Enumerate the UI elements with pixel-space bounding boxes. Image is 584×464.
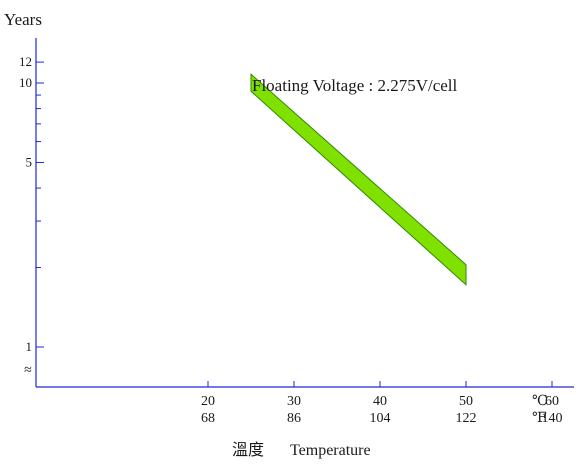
y-axis-label: Years — [4, 10, 42, 29]
fahrenheit-unit-label: ℉ — [532, 411, 547, 426]
life-expectancy-band — [250, 73, 467, 286]
floating-voltage-annotation: Floating Voltage : 2.275V/cell — [252, 76, 458, 95]
x-tick-label-celsius: 60 — [545, 394, 559, 409]
x-tick-label-celsius: 20 — [201, 394, 215, 409]
celsius-unit-label: ℃ — [532, 394, 548, 409]
x-tick-label-celsius: 40 — [373, 394, 387, 409]
y-tick-label: 12 — [19, 54, 32, 69]
y-tick-label: 1 — [26, 339, 33, 354]
x-tick-label-fahrenheit: 68 — [201, 411, 215, 426]
y-tick-label: 10 — [19, 75, 32, 90]
x-tick-label-celsius: 30 — [287, 394, 301, 409]
x-tick-label-fahrenheit: 140 — [542, 411, 563, 426]
life-band-layer — [250, 73, 467, 286]
axes — [35, 38, 574, 388]
x-axis-label-chinese: 溫度 — [232, 440, 264, 459]
y-tick-label: 5 — [26, 154, 33, 169]
x-axis-label-english: Temperature — [290, 442, 371, 459]
x-tick-label-fahrenheit: 122 — [456, 411, 477, 426]
x-tick-label-fahrenheit: 86 — [287, 411, 301, 426]
x-tick-labels: 20 68 30 86 40 104 50 122 60 140 — [201, 394, 563, 426]
y-tick-labels: 12 10 5 1 — [19, 54, 32, 354]
x-tick-label-celsius: 50 — [459, 394, 473, 409]
y-axis-break-symbol: ≈ — [24, 363, 32, 378]
x-tick-label-fahrenheit: 104 — [370, 411, 391, 426]
